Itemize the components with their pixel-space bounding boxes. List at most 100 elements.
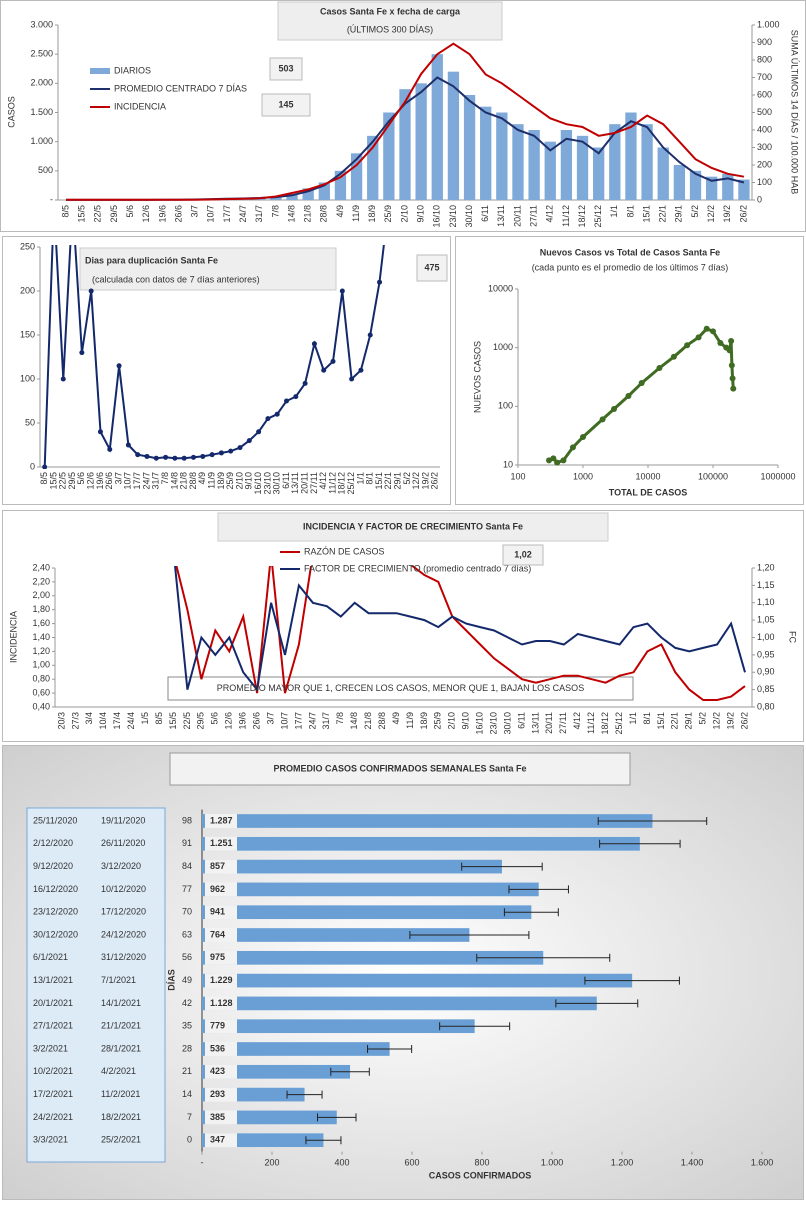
chart-title: INCIDENCIA Y FACTOR DE CRECIMIENTO Santa… — [303, 521, 523, 531]
date-cell: 18/2/2021 — [101, 1112, 141, 1122]
point — [182, 456, 187, 461]
x-tick-label: 31/7 — [254, 205, 264, 223]
x-tick-label: 28/8 — [319, 205, 329, 223]
y2-tick-label: 0,85 — [757, 684, 775, 694]
x-tick-label: 29/1 — [674, 205, 684, 223]
point — [303, 381, 308, 386]
chart-title: Dias para duplicación Santa Fe — [85, 255, 218, 265]
date-cell: 10/2/2021 — [33, 1066, 73, 1076]
value-label: 423 — [210, 1066, 225, 1076]
x-tick-label: 27/11 — [528, 205, 538, 227]
y-tick-label: 1,80 — [32, 604, 50, 614]
x-tick-label: 13/11 — [530, 712, 540, 734]
x-tick-label: 23/10 — [488, 712, 498, 735]
x-tick-label: 7/8 — [335, 712, 345, 725]
bar — [202, 837, 640, 851]
y2-tick-label: 1,20 — [757, 562, 775, 572]
point — [730, 386, 736, 392]
x-tick-label: 19/6 — [238, 712, 248, 730]
bar — [609, 124, 620, 200]
x-tick-label: 22/1 — [670, 712, 680, 730]
bar — [641, 124, 652, 200]
x-tick-label: 21/8 — [303, 205, 313, 223]
x-tick-label: 4/12 — [572, 712, 582, 730]
x-tick-label: 11/9 — [351, 205, 361, 222]
point — [671, 354, 677, 360]
y2-axis-label: SUMA ÚLTIMOS 14 DÍAS / 100.000 HAB — [790, 30, 800, 194]
y-tick-label: 77 — [182, 884, 192, 894]
bar — [202, 883, 539, 897]
date-cell: 4/2/2021 — [101, 1066, 136, 1076]
x-tick-label: 5/2 — [698, 712, 708, 725]
point — [275, 412, 280, 417]
x-tick-label: 400 — [334, 1157, 349, 1167]
value-label: 1.251 — [210, 838, 233, 848]
point — [98, 429, 103, 434]
point — [200, 454, 205, 459]
point — [247, 438, 252, 443]
y-tick-label: 0,60 — [32, 687, 50, 697]
date-cell: 7/1/2021 — [101, 975, 136, 985]
x-tick-label: 12/6 — [141, 205, 151, 223]
legend-label: FACTOR DE CRECIMIENTO (promedio centrado… — [304, 563, 531, 573]
point — [727, 347, 733, 353]
date-cell: 3/3/2021 — [33, 1135, 68, 1145]
x-tick-label: 10/4 — [98, 712, 108, 730]
x-tick-label: 1.200 — [611, 1157, 634, 1167]
value-label: 857 — [210, 861, 225, 871]
annotation: 145 — [278, 99, 293, 109]
y-tick-label: 150 — [20, 329, 35, 339]
y2-tick-label: 300 — [757, 142, 772, 152]
annotation: PROMEDIO MAYOR QUE 1, CRECEN LOS CASOS, … — [217, 683, 584, 693]
y-tick-label: 42 — [182, 998, 192, 1008]
value-label: 764 — [210, 929, 225, 939]
y-axis-label: NUEVOS CASOS — [472, 341, 482, 413]
point — [144, 454, 149, 459]
point — [228, 449, 233, 454]
y-tick-label: 56 — [182, 952, 192, 962]
x-tick-label: 8/1 — [625, 205, 635, 218]
date-cell: 10/12/2020 — [101, 884, 146, 894]
date-cell: 28/1/2021 — [101, 1043, 141, 1053]
date-cell: 24/2/2021 — [33, 1112, 73, 1122]
x-axis-label: TOTAL DE CASOS — [609, 487, 688, 497]
x-tick-label: 5/2 — [690, 205, 700, 218]
y2-tick-label: 1,10 — [757, 597, 775, 607]
point — [79, 350, 84, 355]
x-tick-label: 19/6 — [157, 205, 167, 223]
x-tick-label: 25/9 — [433, 712, 443, 730]
point — [560, 457, 566, 463]
x-tick-label: 8/5 — [60, 205, 70, 218]
date-cell: 6/1/2021 — [33, 952, 68, 962]
value-label: 941 — [210, 907, 225, 917]
y-tick-label: 2,40 — [32, 562, 50, 572]
legend-label: PROMEDIO CENTRADO 7 DÍAS — [114, 83, 247, 93]
x-tick-label: 10/7 — [279, 712, 289, 730]
point — [656, 365, 662, 371]
y-tick-label: 91 — [182, 838, 192, 848]
point — [696, 334, 702, 340]
x-tick-label: - — [201, 1157, 204, 1167]
annotation: 475 — [424, 262, 439, 272]
x-tick-label: 14/8 — [349, 712, 359, 730]
y2-tick-label: 1.000 — [757, 19, 780, 29]
x-tick-label: 1.600 — [751, 1157, 774, 1167]
date-cell: 2/12/2020 — [33, 838, 73, 848]
y-tick-label: 49 — [182, 975, 192, 985]
y2-tick-label: 600 — [757, 89, 772, 99]
y-tick-label: 10000 — [488, 283, 513, 293]
legend-label: RAZÓN DE CASOS — [304, 546, 385, 556]
x-tick-label: 18/12 — [600, 712, 610, 735]
point — [349, 377, 354, 382]
y-tick-label: 1,60 — [32, 618, 50, 628]
y2-tick-label: 400 — [757, 124, 772, 134]
y-tick-label: 1,00 — [32, 660, 50, 670]
y-tick-label: 2,00 — [32, 590, 50, 600]
date-cell: 25/2/2021 — [101, 1135, 141, 1145]
y2-tick-label: 100 — [757, 177, 772, 187]
y-axis-label: INCIDENCIA — [8, 611, 18, 663]
x-tick-label: 21/8 — [363, 712, 373, 730]
y-tick-label: 50 — [25, 417, 35, 427]
date-cell: 9/12/2020 — [33, 861, 73, 871]
date-cell: 17/2/2021 — [33, 1089, 73, 1099]
